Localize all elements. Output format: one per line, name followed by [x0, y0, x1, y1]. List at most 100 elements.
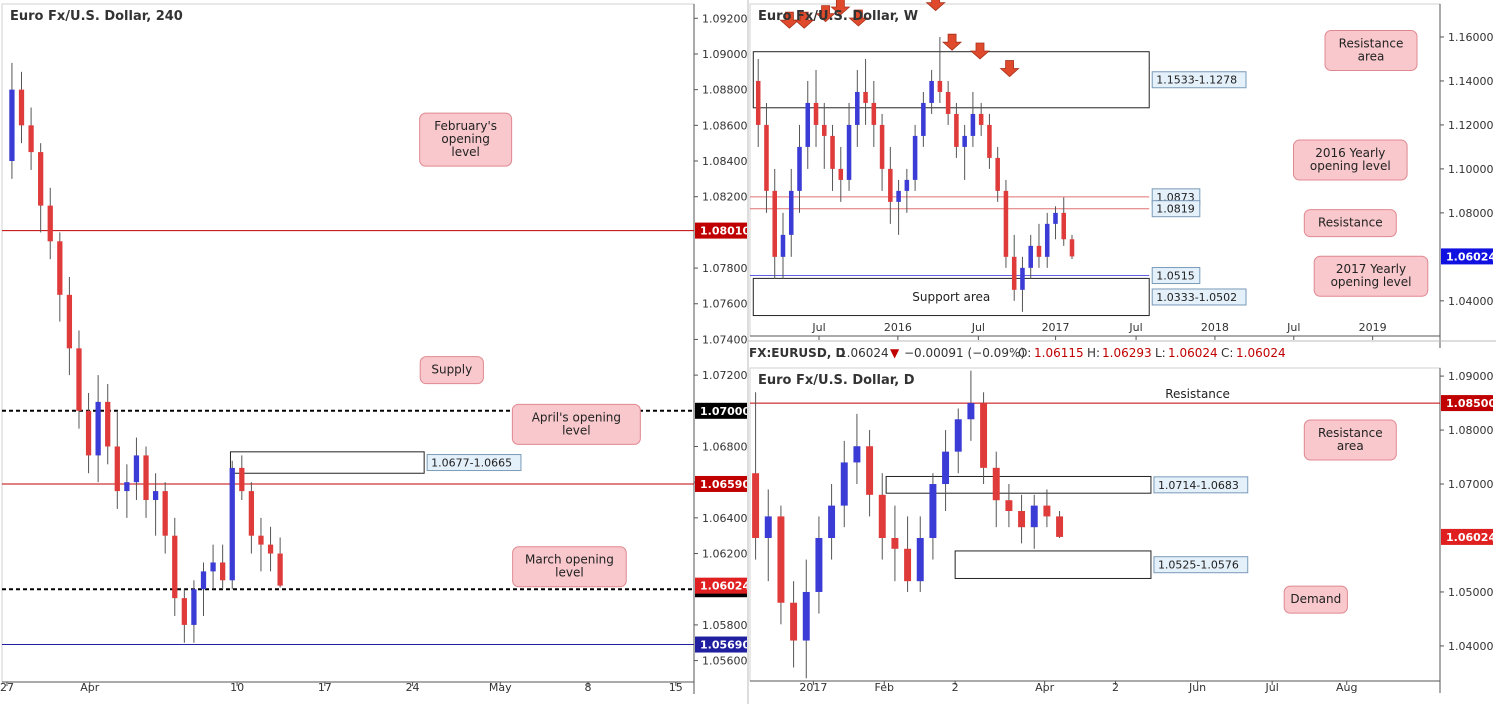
candle-body [1020, 267, 1025, 290]
callout-text: February's [434, 119, 497, 133]
candle-body [840, 462, 848, 506]
callout-box [1324, 29, 1418, 71]
callout-box [1303, 419, 1397, 461]
callout-box [1313, 255, 1429, 297]
candle-body [1011, 256, 1017, 290]
candle-body [1044, 223, 1050, 257]
y-tick-label: 1.08600 [702, 119, 748, 132]
x-tick-label: 27 [0, 681, 14, 694]
candle-body [992, 467, 1000, 501]
candle-body [828, 505, 836, 538]
candle-body [755, 80, 761, 125]
y-tick-label: 1.08000 [1448, 207, 1494, 220]
candle-body [1005, 500, 1013, 512]
candle-body [937, 80, 943, 92]
callout-box [512, 546, 627, 588]
candle-body [838, 168, 844, 180]
callout-box [1293, 139, 1408, 181]
candle-body [764, 124, 769, 191]
zone-box [752, 51, 1150, 109]
quote-close: 1.06024 [1236, 346, 1286, 360]
quote-change-arrow: ▼ [890, 346, 900, 360]
candle-body [248, 491, 255, 536]
callout-text: opening level [1310, 159, 1391, 173]
callout-box [1303, 209, 1397, 238]
x-tick-label: Jul [1128, 321, 1142, 334]
callout-box [419, 112, 513, 167]
candle-body [790, 602, 798, 641]
y-tick-label: 1.07800 [702, 262, 748, 275]
candle-body [802, 591, 810, 641]
zone-box [954, 550, 1152, 579]
candle-body [980, 403, 988, 468]
callout-text: level [555, 566, 584, 580]
zone-tag [1153, 476, 1249, 494]
callout-box [1283, 585, 1348, 614]
candle-body [114, 446, 120, 492]
candle-body [66, 294, 73, 349]
zone-label: 1.0714-1.0683 [1158, 479, 1239, 492]
y-tick-label: 1.05600 [702, 655, 748, 668]
candle-body [813, 102, 819, 125]
candle-body [830, 135, 835, 169]
y-tick-label: 1.06200 [702, 548, 748, 561]
zone-box [885, 475, 1152, 494]
candle-body [788, 190, 794, 235]
candle-body [978, 113, 984, 125]
candle-body [1053, 212, 1058, 224]
candle-body [1036, 245, 1042, 257]
x-tick-label: 2016 [884, 321, 912, 334]
candle-body [1043, 505, 1051, 517]
x-tick-label: Jul [811, 321, 825, 334]
down-arrow-marker [830, 0, 851, 16]
y-tick-label: 1.07200 [702, 369, 748, 382]
candle-body [942, 451, 950, 485]
callout-text: opening [441, 132, 490, 146]
down-arrow-marker [999, 60, 1020, 78]
callout-text: 2016 Yearly [1315, 146, 1385, 160]
down-arrow-marker [848, 9, 869, 27]
down-arrow-marker [942, 33, 963, 51]
candle-body [987, 124, 992, 158]
candle-body [891, 537, 899, 549]
candle-body [152, 491, 159, 501]
level-tag [695, 402, 747, 419]
candle-body [76, 348, 82, 411]
quote-low: 1.06024 [1168, 346, 1218, 360]
y-tick-label: 1.05000 [1448, 586, 1494, 599]
candle-body [945, 91, 951, 114]
quote-price: 1.06024 [839, 346, 889, 360]
quote-symbol: FX:EURUSD, D [749, 346, 846, 360]
candle-body [1069, 239, 1075, 257]
price-tag [1441, 248, 1493, 265]
candle-body [967, 403, 975, 420]
candle-body [995, 157, 1000, 191]
candle-body [929, 80, 934, 103]
callout-text: Resistance [1318, 426, 1383, 440]
candle-body [1018, 511, 1026, 528]
candle-body [181, 598, 187, 625]
candle-body [1056, 516, 1064, 537]
candle-body [239, 467, 245, 492]
candle-body [1028, 245, 1033, 268]
x-tick-label: 17 [318, 681, 332, 694]
y-tick-label: 1.12000 [1448, 119, 1494, 132]
level-label: 1.0515 [1156, 270, 1195, 283]
callout-text: April's opening [532, 410, 621, 424]
candle-body [95, 401, 101, 456]
candle-body [904, 179, 910, 191]
x-tick-label: Jun [1188, 681, 1206, 694]
zone-tag [426, 454, 522, 472]
y-tick-label: 1.08200 [702, 191, 748, 204]
candle-body [1061, 212, 1067, 240]
quote-open: 1.06115 [1034, 346, 1084, 360]
zone-box [229, 451, 425, 474]
down-arrow-marker [794, 11, 815, 29]
x-tick-label: 2017 [799, 681, 827, 694]
callout-text: opening level [1331, 275, 1412, 289]
level-caption: Resistance [1165, 387, 1230, 401]
y-tick-label: 1.06400 [702, 512, 748, 525]
zone-label: 1.0677-1.0665 [431, 457, 512, 470]
chart-panel-weekly: 1.16000 1.14000 1.12000 1.10000 1.08000 1.040… [749, 0, 1496, 348]
